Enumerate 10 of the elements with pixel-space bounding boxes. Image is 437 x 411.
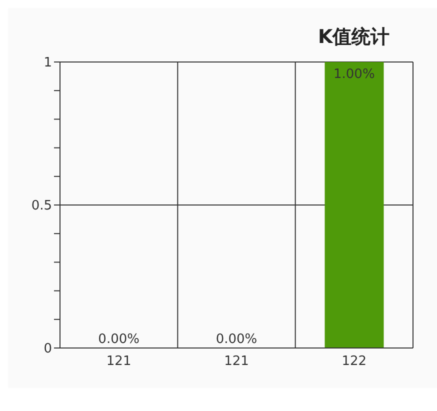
data-label: 0.00% (216, 332, 258, 347)
x-tick-label: 121 (106, 354, 132, 370)
y-tick-label: 1 (44, 56, 52, 71)
y-tick-label: 0 (44, 342, 52, 357)
x-tick-label: 121 (224, 354, 249, 370)
chart-title: K值统计 (318, 25, 390, 50)
x-tick-label: 122 (342, 354, 367, 370)
data-label: 0.00% (98, 332, 140, 347)
y-tick-label: 0.5 (31, 198, 52, 214)
data-label: 1.00% (334, 67, 375, 82)
